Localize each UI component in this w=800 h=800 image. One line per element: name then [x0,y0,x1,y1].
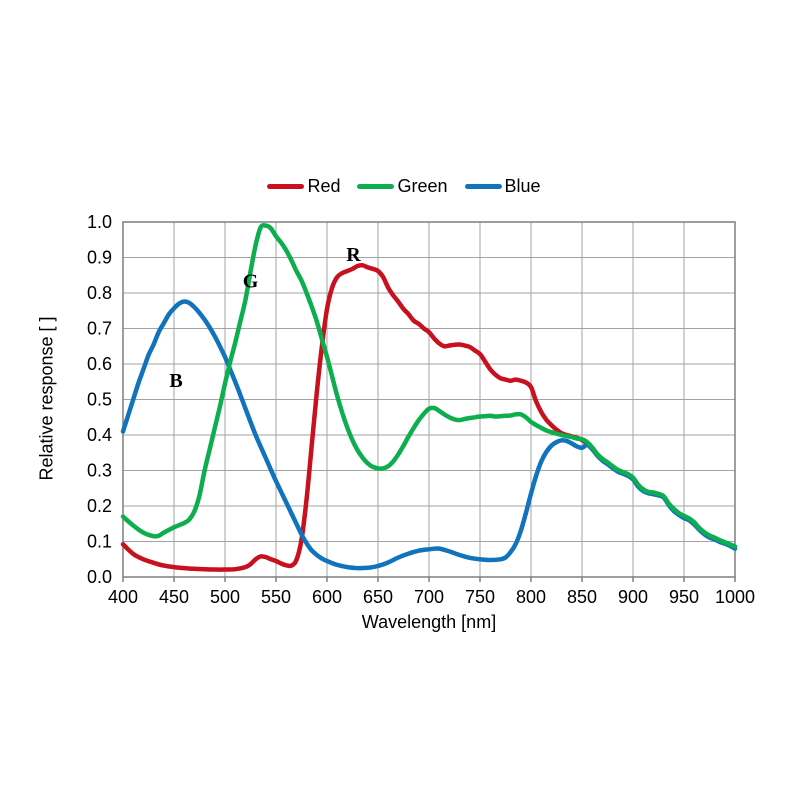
y-tick-label-0.6: 0.6 [87,354,112,374]
y-tick-label-0.8: 0.8 [87,283,112,303]
legend-label: Green [397,176,448,196]
y-tick-label-0.9: 0.9 [87,248,112,268]
x-tick-label-550: 550 [261,587,291,607]
legend-swatch-green [357,183,395,189]
y-tick-label-0.1: 0.1 [87,532,112,552]
x-tick-label-1000: 1000 [715,587,755,607]
y-tick-label-0.4: 0.4 [87,425,112,445]
legend-item-green: Green [357,176,448,196]
annotation-R: R [346,244,361,266]
x-tick-label-950: 950 [669,587,699,607]
y-axis-title: Relative response [ ] [36,316,57,481]
legend-item-red: Red [267,176,340,196]
chart-legend: Red Green Blue [0,176,800,196]
annotation-G: G [243,271,259,293]
y-tick-label-0.0: 0.0 [87,567,112,587]
x-tick-label-750: 750 [465,587,495,607]
x-tick-label-500: 500 [210,587,240,607]
y-tick-label-0.2: 0.2 [87,496,112,516]
x-tick-label-800: 800 [516,587,546,607]
y-tick-label-0.5: 0.5 [87,390,112,410]
annotation-B: B [169,370,182,392]
x-tick-label-600: 600 [312,587,342,607]
legend-label: Blue [504,176,541,196]
x-axis-title: Wavelength [nm] [361,612,497,632]
y-tick-label-0.7: 0.7 [87,319,112,339]
x-tick-label-400: 400 [108,587,138,607]
legend-item-blue: Blue [464,176,541,196]
legend-swatch-blue [464,183,502,189]
legend-swatch-red [267,183,305,189]
y-tick-label-1.0: 1.0 [87,212,112,232]
x-tick-label-650: 650 [363,587,393,607]
y-tick-label-0.3: 0.3 [87,461,112,481]
x-tick-label-450: 450 [159,587,189,607]
legend-label: Red [307,176,341,196]
x-tick-label-700: 700 [414,587,444,607]
x-tick-label-850: 850 [567,587,597,607]
series-curve-green [120,222,738,549]
x-tick-label-900: 900 [618,587,648,607]
